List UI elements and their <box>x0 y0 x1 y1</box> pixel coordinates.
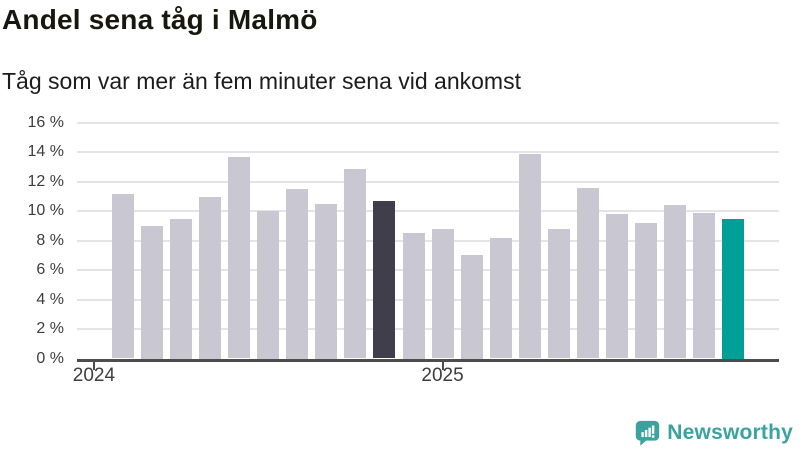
y-axis-tick-label: 2 % <box>36 320 64 338</box>
y-axis-tick-label: 14 % <box>27 143 64 161</box>
gridline <box>77 239 779 242</box>
bar-mar-2025 <box>489 237 512 359</box>
bar-feb-2024 <box>112 193 134 359</box>
bar-nov-2024 <box>373 201 396 359</box>
gridline <box>77 269 779 272</box>
page-title: Andel sena tåg i Malmö <box>2 4 318 35</box>
bar-apr-2024 <box>170 218 193 359</box>
gridline <box>77 151 779 154</box>
gridline <box>77 328 779 331</box>
gridline <box>77 180 779 183</box>
y-axis-tick-label: 4 % <box>36 290 64 308</box>
bar-jul-2024 <box>257 211 280 359</box>
bar-jun-2025 <box>576 187 599 359</box>
bar-aug-2024 <box>286 189 309 359</box>
bar-feb-2025 <box>460 255 483 359</box>
gridline <box>77 298 779 301</box>
gridline <box>77 122 779 124</box>
bar-aug-2025 <box>634 223 657 359</box>
x-axis-tick <box>441 361 444 370</box>
y-axis-tick-label: 6 % <box>36 261 64 279</box>
bar-jan-2025 <box>431 228 454 359</box>
bar-maj-2025 <box>547 228 570 359</box>
x-axis-tick-label: 2025 <box>421 365 464 386</box>
y-axis-tick-label: 12 % <box>27 172 64 190</box>
bar-sep-2024 <box>315 203 338 359</box>
y-axis-tick-label: 0 % <box>36 349 64 367</box>
bar-apr-2025 <box>518 153 541 359</box>
bar-nov-2025 <box>722 218 745 359</box>
bar-okt-2024 <box>344 168 367 359</box>
y-axis-tick-label: 10 % <box>27 202 64 220</box>
bar-sep-2025 <box>663 205 686 359</box>
y-axis-tick-label: 16 % <box>27 114 64 131</box>
x-axis-line <box>77 358 779 362</box>
bar-maj-2024 <box>199 196 222 359</box>
bar-jul-2025 <box>605 214 628 359</box>
y-axis-tick-label: 8 % <box>36 231 64 249</box>
newsworthy-bubble-chart-icon <box>634 419 661 447</box>
bar-dec-2024 <box>402 233 425 359</box>
bar-jun-2024 <box>228 156 251 359</box>
gridline <box>77 210 779 213</box>
x-axis-tick-label: 2024 <box>72 365 116 386</box>
chart-subtitle: Tåg som var mer än fem minuter sena vid … <box>2 68 521 94</box>
bar-okt-2025 <box>693 212 715 359</box>
logo-wordmark: Newsworthy <box>667 421 793 444</box>
newsworthy-logo: Newsworthy <box>634 419 793 447</box>
bar-mar-2024 <box>141 226 164 359</box>
x-axis-tick <box>92 361 95 370</box>
